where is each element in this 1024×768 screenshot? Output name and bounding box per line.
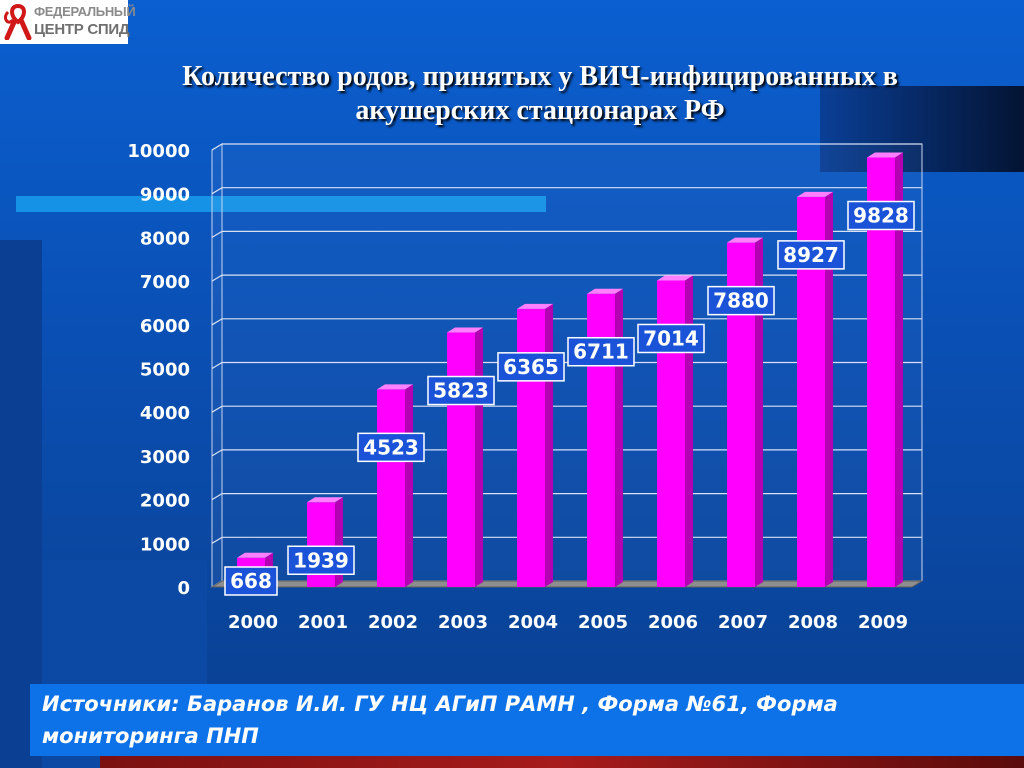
background-light-stripe bbox=[16, 196, 546, 212]
data-label: 4523 bbox=[363, 435, 419, 459]
bar-side bbox=[825, 191, 833, 587]
bar-top bbox=[727, 237, 763, 243]
bar-top bbox=[587, 288, 623, 294]
data-label-box bbox=[357, 432, 425, 463]
data-label-box bbox=[707, 285, 775, 316]
data-label-box bbox=[637, 323, 705, 354]
data-label-box bbox=[497, 352, 565, 382]
slide-title-line-2: акушерских стационарах РФ bbox=[355, 95, 725, 126]
bar-top bbox=[867, 152, 903, 158]
y-tick-label: 6000 bbox=[140, 316, 190, 337]
bar-side bbox=[405, 384, 413, 587]
gridline bbox=[211, 187, 922, 195]
data-label-box bbox=[777, 240, 845, 270]
y-tick-label: 1000 bbox=[140, 534, 190, 555]
bar-side bbox=[545, 303, 553, 587]
data-label-box bbox=[847, 200, 915, 231]
slide-title-line-1: Количество родов, принятых у ВИЧ-инфицир… bbox=[182, 61, 898, 92]
x-tick-label: 2009 bbox=[858, 612, 908, 633]
data-label-box bbox=[567, 336, 635, 367]
x-tick-label: 2006 bbox=[648, 612, 698, 633]
y-tick-label: 8000 bbox=[140, 228, 190, 249]
bar bbox=[377, 389, 405, 587]
y-tick-label: 4000 bbox=[140, 403, 190, 424]
data-label: 9828 bbox=[853, 204, 909, 228]
bar bbox=[517, 308, 545, 587]
x-tick-label: 2000 bbox=[228, 612, 278, 633]
logo: ФЕДЕРАЛЬНЫЙ ЦЕНТР СПИД bbox=[0, 0, 136, 44]
y-tick-label: 0 bbox=[177, 578, 190, 599]
data-label-box bbox=[287, 545, 355, 576]
y-tick-label: 2000 bbox=[140, 491, 190, 512]
bar-top bbox=[237, 552, 273, 558]
data-label: 8927 bbox=[783, 243, 839, 267]
x-tick-label: 2004 bbox=[508, 612, 558, 633]
data-label: 7880 bbox=[713, 289, 769, 313]
bar-top bbox=[447, 327, 483, 333]
x-tick-label: 2007 bbox=[718, 612, 768, 633]
y-tick-label: 7000 bbox=[140, 272, 190, 293]
bar-side bbox=[895, 152, 903, 587]
bar-top bbox=[307, 497, 343, 503]
bar-side bbox=[615, 288, 623, 587]
gridline bbox=[211, 230, 922, 238]
background-bottom-strip bbox=[100, 756, 1024, 768]
gridline bbox=[211, 274, 922, 282]
data-label-box bbox=[427, 375, 495, 406]
x-tick-label: 2008 bbox=[788, 612, 838, 633]
data-label: 7014 bbox=[643, 326, 699, 350]
logo-line-2: ЦЕНТР СПИД bbox=[34, 21, 130, 38]
data-label: 6365 bbox=[503, 355, 559, 379]
background-left-band bbox=[0, 240, 42, 768]
data-label: 5823 bbox=[433, 379, 489, 403]
x-tick-label: 2003 bbox=[438, 612, 488, 633]
source-text: Источники: Баранов И.И. ГУ НЦ АГиП РАМН … bbox=[42, 692, 838, 748]
x-tick-label: 2005 bbox=[578, 612, 628, 633]
bar-top bbox=[517, 303, 553, 309]
x-tick-label: 2001 bbox=[298, 612, 348, 633]
y-tick-label: 10000 bbox=[127, 141, 190, 162]
data-label: 668 bbox=[230, 569, 272, 593]
bar-top bbox=[377, 384, 413, 390]
bar-top bbox=[657, 275, 693, 281]
red-ribbon-icon bbox=[4, 4, 32, 40]
logo-text: ФЕДЕРАЛЬНЫЙ ЦЕНТР СПИД bbox=[34, 3, 136, 39]
gridline bbox=[211, 143, 922, 151]
data-label: 6711 bbox=[573, 340, 629, 364]
bar-side bbox=[755, 237, 763, 588]
data-label: 1939 bbox=[293, 548, 349, 572]
bar-side bbox=[685, 275, 693, 587]
bar bbox=[447, 332, 475, 587]
slide-title: Количество родов, принятых у ВИЧ-инфицир… bbox=[90, 60, 990, 128]
data-label-box bbox=[224, 566, 278, 596]
y-tick-label: 3000 bbox=[140, 447, 190, 468]
y-tick-label: 5000 bbox=[140, 360, 190, 381]
logo-line-1: ФЕДЕРАЛЬНЫЙ bbox=[34, 4, 136, 19]
bar-side bbox=[475, 327, 483, 587]
bar-top bbox=[797, 191, 833, 197]
y-tick-label: 9000 bbox=[140, 185, 190, 206]
x-tick-label: 2002 bbox=[368, 612, 418, 633]
source-box: Источники: Баранов И.И. ГУ НЦ АГиП РАМН … bbox=[30, 684, 1024, 756]
